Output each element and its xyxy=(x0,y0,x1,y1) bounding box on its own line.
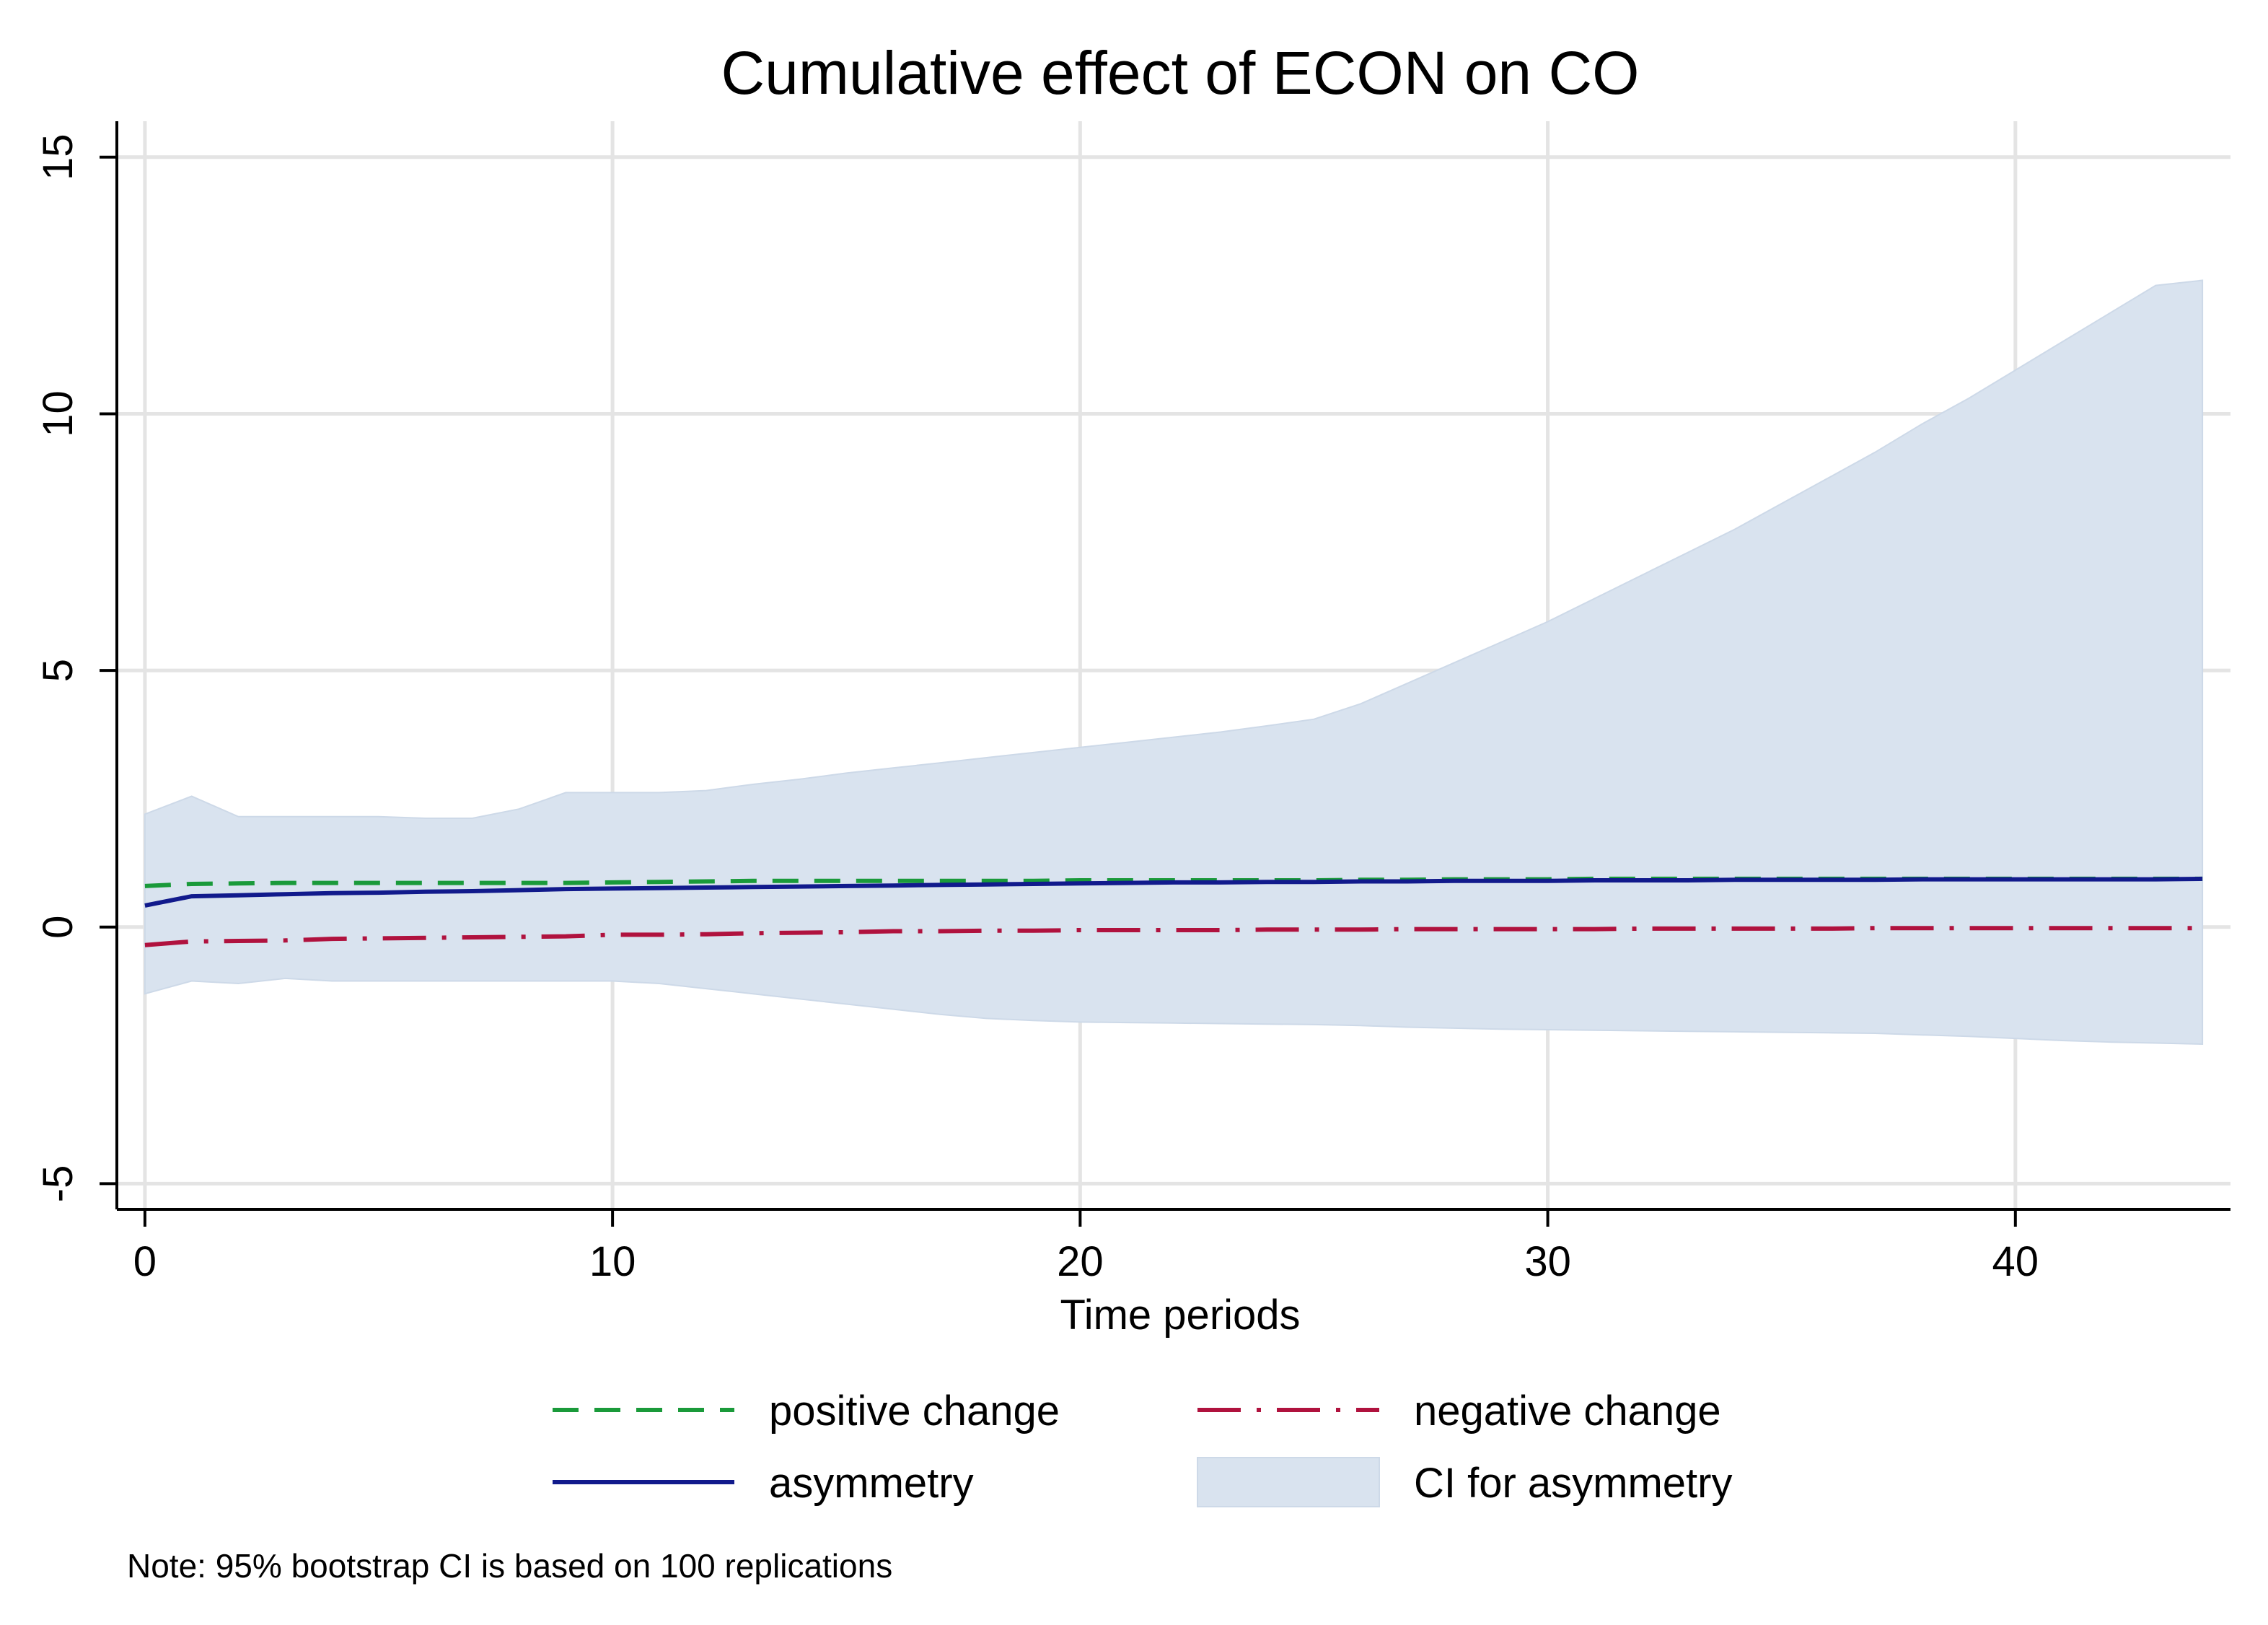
legend-label-negative-change: negative change xyxy=(1414,1388,1721,1435)
x-tick-label: 20 xyxy=(1057,1238,1104,1285)
y-tick-label: 5 xyxy=(35,659,82,682)
legend-label-positive-change: positive change xyxy=(769,1388,1060,1435)
y-tick-label: 0 xyxy=(35,916,82,939)
y-tick-label: 15 xyxy=(35,134,82,181)
x-tick-label: 40 xyxy=(1992,1238,2039,1285)
legend-label-asymmetry: asymmetry xyxy=(769,1460,974,1507)
legend-swatch-ci xyxy=(1197,1457,1380,1507)
axes xyxy=(100,121,2230,1227)
y-tick-label: -5 xyxy=(35,1165,82,1203)
chart-title: Cumulative effect of ECON on CO xyxy=(721,39,1640,107)
x-tick-label: 0 xyxy=(133,1238,157,1285)
ci-band xyxy=(144,279,2204,1046)
tick-labels: -5 0 5 10 15 0 10 20 30 40 xyxy=(35,134,2039,1285)
plot-area: -5 0 5 10 15 0 10 20 30 40 xyxy=(35,121,2230,1285)
series-line-asymmetry xyxy=(144,876,2203,908)
series-layer xyxy=(144,876,2203,947)
chart-note: Note: 95% bootstrap CI is based on 100 r… xyxy=(127,1547,892,1585)
y-tick-label: 10 xyxy=(35,390,82,437)
legend: positive change negative change asymmetr… xyxy=(553,1388,1733,1507)
x-tick-label: 10 xyxy=(589,1238,636,1285)
x-axis-title: Time periods xyxy=(1060,1292,1300,1339)
x-tick-label: 30 xyxy=(1524,1238,1571,1285)
legend-label-ci: CI for asymmetry xyxy=(1414,1460,1733,1507)
grid xyxy=(117,121,2230,1209)
series-line-negative-change xyxy=(144,926,2203,947)
